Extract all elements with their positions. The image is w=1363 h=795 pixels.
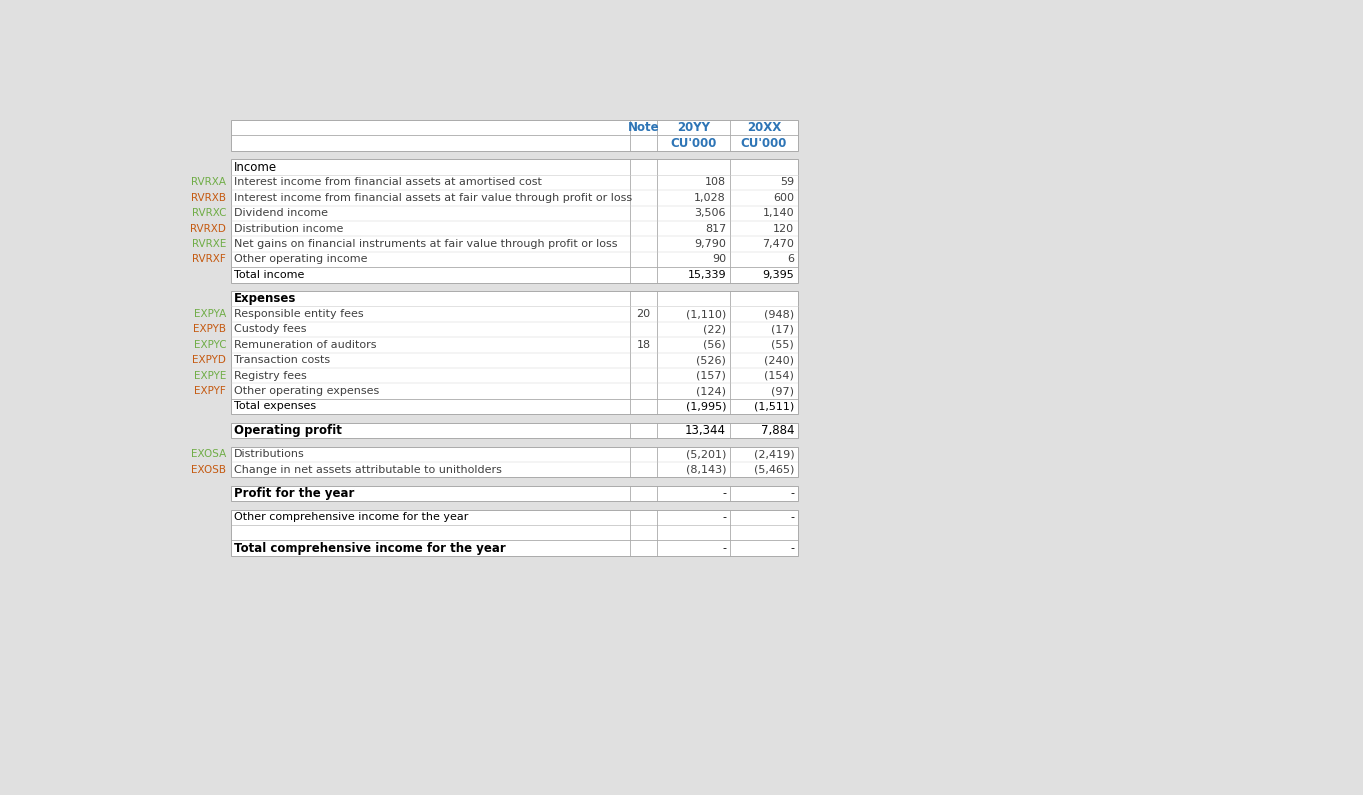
Text: RVRXE: RVRXE — [192, 239, 226, 249]
Text: (5,465): (5,465) — [754, 464, 795, 475]
Text: EXPYA: EXPYA — [194, 309, 226, 319]
Text: (157): (157) — [696, 370, 726, 381]
Text: Distributions: Distributions — [234, 449, 305, 460]
Text: (55): (55) — [771, 340, 795, 350]
Text: Responsible entity fees: Responsible entity fees — [234, 309, 364, 319]
Text: 9,395: 9,395 — [762, 270, 795, 280]
Text: 6: 6 — [788, 254, 795, 265]
Text: (526): (526) — [696, 355, 726, 365]
Text: Transaction costs: Transaction costs — [234, 355, 330, 365]
Text: 15,339: 15,339 — [687, 270, 726, 280]
Text: Change in net assets attributable to unitholders: Change in net assets attributable to uni… — [234, 464, 502, 475]
Text: Operating profit: Operating profit — [234, 424, 342, 436]
Text: Net gains on financial instruments at fair value through profit or loss: Net gains on financial instruments at fa… — [234, 239, 617, 249]
Text: Distribution income: Distribution income — [234, 223, 343, 234]
Text: Custody fees: Custody fees — [234, 324, 307, 335]
Text: Total income: Total income — [234, 270, 304, 280]
Text: (948): (948) — [765, 309, 795, 319]
Text: Interest income from financial assets at fair value through profit or loss: Interest income from financial assets at… — [234, 193, 632, 203]
Bar — [230, 120, 799, 151]
Text: 20XX: 20XX — [747, 122, 781, 134]
Text: EXOSA: EXOSA — [191, 449, 226, 460]
Text: 20: 20 — [637, 309, 650, 319]
Text: Registry fees: Registry fees — [234, 370, 307, 381]
Text: Profit for the year: Profit for the year — [234, 487, 354, 500]
Text: (1,511): (1,511) — [754, 401, 795, 412]
Text: CU'000: CU'000 — [671, 137, 717, 149]
Text: -: - — [722, 543, 726, 553]
Text: (2,419): (2,419) — [754, 449, 795, 460]
Text: EXOSB: EXOSB — [191, 464, 226, 475]
Text: (8,143): (8,143) — [686, 464, 726, 475]
Text: 120: 120 — [773, 223, 795, 234]
Bar — [230, 159, 799, 282]
Text: -: - — [791, 512, 795, 522]
Text: (17): (17) — [771, 324, 795, 335]
Text: Other operating expenses: Other operating expenses — [234, 386, 379, 396]
Text: EXPYE: EXPYE — [194, 370, 226, 381]
Text: -: - — [722, 488, 726, 498]
Text: 1,140: 1,140 — [763, 208, 795, 218]
Bar — [230, 447, 799, 477]
Text: Income: Income — [234, 161, 277, 173]
Text: RVRXA: RVRXA — [191, 177, 226, 188]
Text: (97): (97) — [771, 386, 795, 396]
Text: Expenses: Expenses — [234, 293, 296, 305]
Text: EXPYB: EXPYB — [194, 324, 226, 335]
Text: Dividend income: Dividend income — [234, 208, 328, 218]
Bar — [230, 291, 799, 414]
Text: -: - — [722, 512, 726, 522]
Text: RVRXC: RVRXC — [192, 208, 226, 218]
Text: 600: 600 — [773, 193, 795, 203]
Text: EXPYF: EXPYF — [195, 386, 226, 396]
Text: Note: Note — [628, 122, 660, 134]
Text: Remuneration of auditors: Remuneration of auditors — [234, 340, 376, 350]
Text: Interest income from financial assets at amortised cost: Interest income from financial assets at… — [234, 177, 542, 188]
Text: Total expenses: Total expenses — [234, 401, 316, 412]
Text: 3,506: 3,506 — [695, 208, 726, 218]
Text: 7,884: 7,884 — [761, 424, 795, 436]
Text: 9,790: 9,790 — [694, 239, 726, 249]
Text: Other operating income: Other operating income — [234, 254, 368, 265]
Text: CU'000: CU'000 — [741, 137, 788, 149]
Text: 108: 108 — [705, 177, 726, 188]
Text: 13,344: 13,344 — [686, 424, 726, 436]
Text: (1,110): (1,110) — [686, 309, 726, 319]
Text: RVRXB: RVRXB — [191, 193, 226, 203]
Bar — [230, 510, 799, 556]
Text: 20YY: 20YY — [677, 122, 710, 134]
Text: 90: 90 — [711, 254, 726, 265]
Text: (154): (154) — [765, 370, 795, 381]
Text: 59: 59 — [780, 177, 795, 188]
Text: 18: 18 — [637, 340, 650, 350]
Text: -: - — [791, 488, 795, 498]
Text: EXPYC: EXPYC — [194, 340, 226, 350]
Text: Other comprehensive income for the year: Other comprehensive income for the year — [234, 512, 469, 522]
Text: RVRXD: RVRXD — [191, 223, 226, 234]
Text: -: - — [791, 543, 795, 553]
Text: RVRXF: RVRXF — [192, 254, 226, 265]
Text: (1,995): (1,995) — [686, 401, 726, 412]
Text: (5,201): (5,201) — [686, 449, 726, 460]
Text: 817: 817 — [705, 223, 726, 234]
Text: Total comprehensive income for the year: Total comprehensive income for the year — [234, 541, 506, 555]
Text: (240): (240) — [765, 355, 795, 365]
Bar — [230, 486, 799, 501]
Text: (56): (56) — [703, 340, 726, 350]
Text: 7,470: 7,470 — [762, 239, 795, 249]
Text: (124): (124) — [696, 386, 726, 396]
Text: (22): (22) — [703, 324, 726, 335]
Bar — [230, 423, 799, 438]
Text: EXPYD: EXPYD — [192, 355, 226, 365]
Text: 1,028: 1,028 — [694, 193, 726, 203]
